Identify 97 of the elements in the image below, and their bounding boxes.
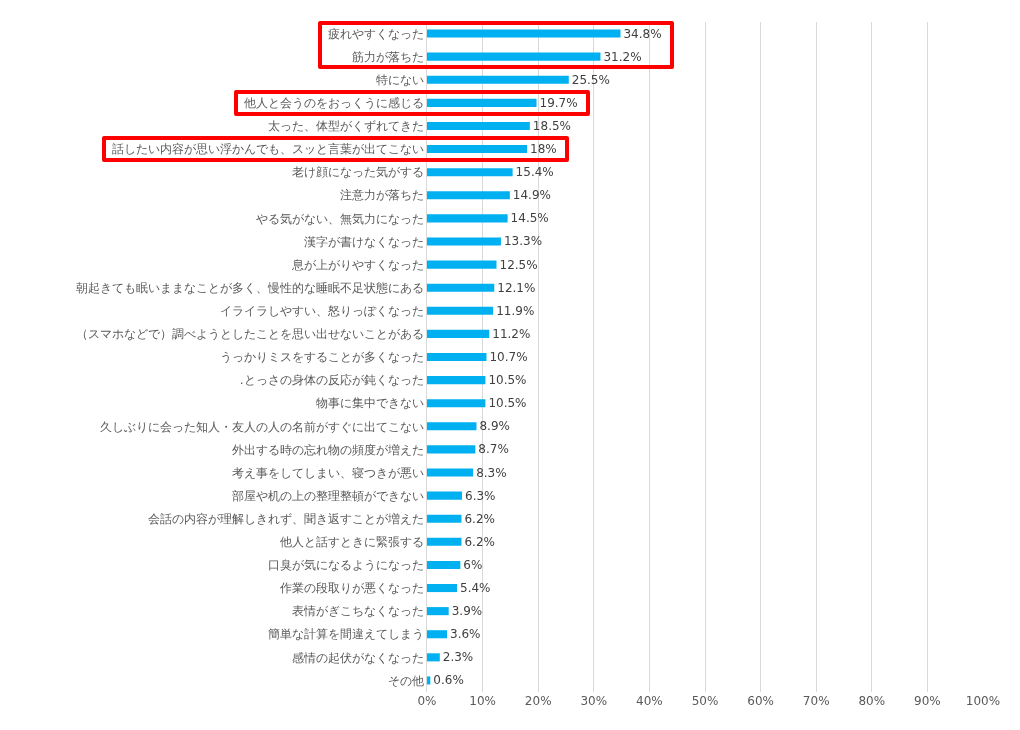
data-label: 2.3% (442, 650, 474, 665)
data-label: 8.7% (478, 442, 509, 457)
data-label: 15.4% (515, 165, 554, 180)
data-label: 11.2% (492, 326, 531, 341)
y-tick-label: 筋力が落ちた (351, 49, 424, 64)
x-tick-label: 60% (747, 694, 774, 708)
bar (427, 468, 474, 477)
bar (427, 283, 495, 292)
y-tick-label: 漢字が書けなくなった (303, 234, 424, 249)
x-tick-label: 10% (469, 694, 496, 708)
data-label: 3.6% (450, 627, 481, 642)
y-tick-label: 息が上がりやすくなった (290, 257, 424, 272)
bar (427, 98, 537, 107)
bar (427, 445, 476, 454)
y-tick-label: （スマホなどで）調べようとしたことを思い出せないことがある (75, 327, 424, 342)
bar (427, 329, 490, 338)
x-tick-label: 80% (858, 694, 886, 708)
data-label: 13.3% (503, 234, 543, 249)
data-label: 25.5% (571, 72, 610, 87)
data-label: 31.2% (603, 49, 642, 64)
y-tick-label: やる気がない、無気力になった (255, 211, 424, 226)
bar (427, 653, 440, 662)
bar (427, 191, 510, 200)
x-tick-label: 70% (802, 694, 830, 708)
bar (427, 537, 462, 546)
data-label: 6.2% (464, 534, 495, 549)
y-tick-label: .とっさの身体の反応が鈍くなった (239, 373, 424, 388)
x-tick-label: 0% (417, 694, 437, 708)
bar (427, 491, 463, 500)
bar (427, 168, 513, 177)
y-tick-label: 作業の段取りが悪くなった (278, 581, 424, 596)
y-tick-label: 他人と会うのをおっくうに感じる (243, 96, 424, 111)
data-label: 6.2% (464, 511, 495, 526)
bar (427, 352, 487, 362)
data-label: 10.5% (488, 396, 527, 411)
bar (427, 75, 569, 84)
data-label: 18% (530, 142, 557, 157)
data-label: 11.9% (496, 303, 535, 318)
x-tick-label: 40% (636, 694, 663, 708)
bar (427, 607, 449, 616)
data-label: 5.4% (460, 581, 491, 596)
data-label: 34.8% (623, 26, 662, 41)
bar (427, 514, 462, 523)
y-tick-label: 注意力が落ちた (339, 188, 424, 203)
y-tick-label: 会話の内容が理解しきれず、聞き返すことが増えた (147, 511, 424, 526)
bar (427, 214, 508, 223)
y-tick-label: うっかりミスをすることが多くなった (219, 350, 424, 365)
data-label: 6.3% (465, 488, 496, 503)
y-tick-label: イライラしやすい、怒りっぽくなった (219, 303, 424, 318)
y-tick-label: 感情の起伏がなくなった (291, 650, 424, 665)
y-tick-label: 老け顔になった気がする (291, 165, 424, 180)
data-label: 19.7% (539, 95, 578, 110)
bar (427, 422, 477, 431)
data-label: 14.9% (512, 188, 551, 203)
y-tick-label: 特にない (375, 72, 424, 87)
y-tick-label: 他人と話すときに緊張する (279, 535, 424, 550)
y-tick-label: 疲れやすくなった (327, 26, 424, 41)
y-tick-label: 口臭が気になるようになった (267, 558, 424, 573)
y-tick-label: 表情がぎこちなくなった (291, 604, 424, 619)
bar (427, 29, 621, 38)
data-label: 3.9% (451, 604, 483, 619)
data-label: 14.5% (510, 211, 549, 226)
y-tick-label: 太った、体型がくずれてきた (267, 119, 424, 134)
data-label: 10.5% (488, 373, 527, 388)
bar (427, 121, 530, 131)
y-tick-label: 考え事をしてしまい、寝つきが悪い (231, 465, 424, 480)
x-tick-label: 90% (914, 694, 941, 708)
data-label: 12.1% (497, 280, 536, 295)
data-label: 8.3% (476, 465, 507, 480)
bar (427, 306, 494, 315)
bar (427, 630, 448, 639)
x-tick-label: 100% (965, 694, 1001, 708)
y-tick-label: 簡単な計算を間違えてしまう (267, 627, 424, 642)
y-tick-label: 久しぶりに会った知人・友人の人の名前がすぐに出てこない (99, 419, 424, 434)
bar (427, 560, 461, 569)
y-tick-label: 部屋や机の上の整理整頓ができない (231, 488, 424, 503)
x-tick-label: 50% (691, 694, 719, 708)
bar (427, 583, 458, 593)
y-tick-label: 話したい内容が思い浮かんでも、スッと言葉が出てこない (111, 142, 424, 157)
data-label: 6% (463, 557, 483, 572)
x-tick-label: 30% (580, 694, 608, 708)
bar (427, 376, 486, 385)
bar (427, 260, 497, 269)
data-label: 10.7% (489, 350, 528, 364)
bar (427, 237, 501, 246)
bar (427, 145, 528, 154)
data-label: 18.5% (532, 118, 571, 133)
x-tick-label: 20% (524, 694, 552, 708)
y-tick-label: その他 (387, 673, 424, 688)
y-tick-label: 外出する時の忘れ物の頻度が増えた (231, 442, 424, 457)
data-label: 12.5% (499, 257, 538, 272)
data-label: 0.6% (433, 673, 464, 688)
data-label: 8.9% (479, 419, 510, 434)
y-tick-label: 朝起きても眠いままなことが多く、慢性的な睡眠不足状態にある (75, 280, 424, 295)
bar (427, 399, 486, 408)
bar (427, 52, 601, 61)
y-tick-label: 物事に集中できない (315, 396, 424, 411)
